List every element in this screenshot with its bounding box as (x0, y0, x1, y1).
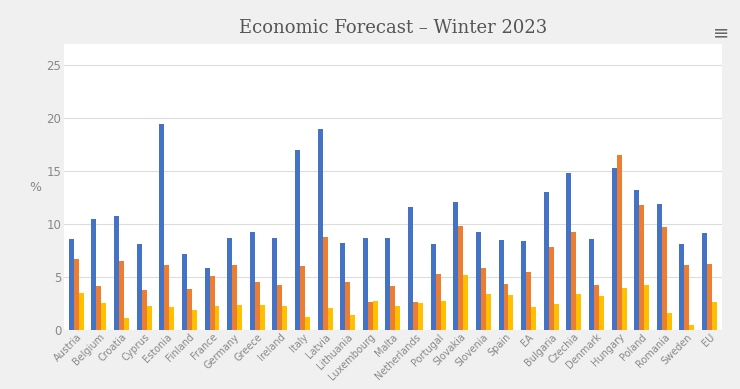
Bar (363, 238, 368, 331)
Bar (440, 301, 445, 331)
Bar (159, 124, 164, 331)
Bar (463, 275, 468, 331)
Bar (317, 129, 323, 331)
Bar (92, 219, 96, 331)
Bar (323, 237, 328, 331)
Bar (679, 244, 684, 331)
Bar (639, 205, 644, 331)
Bar (684, 265, 690, 331)
Bar (250, 232, 255, 331)
Bar (350, 315, 355, 331)
Bar (101, 303, 107, 331)
Y-axis label: %: % (29, 180, 41, 194)
Bar (237, 305, 242, 331)
Bar (114, 216, 119, 331)
Bar (644, 285, 649, 331)
Bar (395, 306, 400, 331)
Bar (436, 274, 440, 331)
Bar (124, 318, 129, 331)
Bar (69, 239, 74, 331)
Bar (712, 302, 717, 331)
Bar (278, 285, 283, 331)
Bar (169, 307, 174, 331)
Bar (657, 204, 662, 331)
Bar (702, 233, 707, 331)
Bar (182, 254, 187, 331)
Bar (340, 244, 346, 331)
Bar (526, 272, 531, 331)
Bar (662, 228, 667, 331)
Bar (616, 155, 622, 331)
Bar (74, 259, 79, 331)
Bar (454, 202, 458, 331)
Bar (368, 302, 373, 331)
Bar (300, 266, 305, 331)
Bar (549, 247, 554, 331)
Bar (215, 306, 220, 331)
Bar (346, 282, 350, 331)
Bar (260, 305, 265, 331)
Bar (503, 284, 508, 331)
Bar (79, 293, 84, 331)
Bar (137, 244, 141, 331)
Bar (667, 314, 672, 331)
Bar (119, 261, 124, 331)
Bar (386, 238, 391, 331)
Bar (622, 288, 627, 331)
Bar (431, 244, 436, 331)
Bar (594, 285, 599, 331)
Bar (476, 232, 481, 331)
Bar (272, 238, 278, 331)
Bar (531, 307, 536, 331)
Bar (141, 290, 147, 331)
Bar (147, 306, 152, 331)
Bar (508, 295, 514, 331)
Bar (328, 308, 332, 331)
Bar (187, 289, 192, 331)
Bar (227, 238, 232, 331)
Bar (418, 303, 423, 331)
Bar (481, 268, 486, 331)
Bar (486, 294, 491, 331)
Bar (408, 207, 413, 331)
Bar (611, 168, 616, 331)
Bar (164, 265, 169, 331)
Bar (305, 317, 310, 331)
Bar (589, 239, 594, 331)
Bar (255, 282, 260, 331)
Text: ≡: ≡ (713, 23, 729, 42)
Bar (599, 296, 604, 331)
Bar (373, 301, 378, 331)
Bar (192, 310, 197, 331)
Bar (295, 150, 300, 331)
Bar (458, 226, 463, 331)
Bar (571, 232, 576, 331)
Bar (544, 193, 549, 331)
Bar (96, 286, 101, 331)
Bar (554, 304, 559, 331)
Bar (499, 240, 503, 331)
Bar (232, 265, 237, 331)
Bar (707, 264, 712, 331)
Bar (576, 294, 582, 331)
Bar (391, 286, 395, 331)
Bar (204, 268, 209, 331)
Title: Economic Forecast – Winter 2023: Economic Forecast – Winter 2023 (239, 19, 547, 37)
Bar (413, 302, 418, 331)
Bar (634, 190, 639, 331)
Bar (209, 276, 215, 331)
Bar (283, 306, 287, 331)
Bar (521, 241, 526, 331)
Bar (566, 173, 571, 331)
Bar (690, 325, 694, 331)
